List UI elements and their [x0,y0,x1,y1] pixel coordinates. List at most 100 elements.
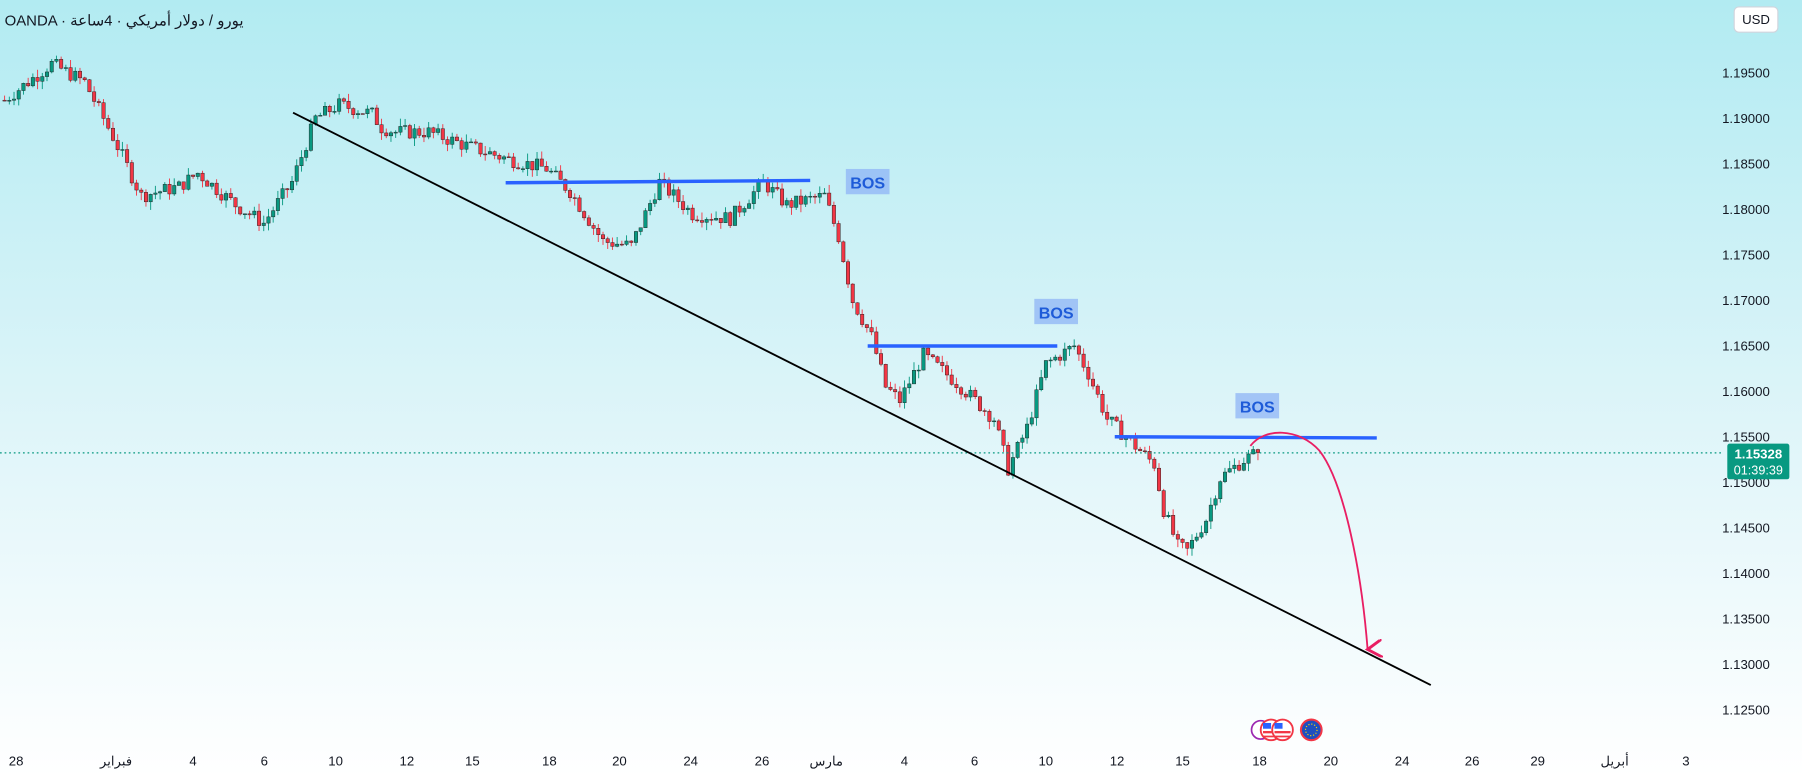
eu-flag-icon[interactable] [1299,718,1323,742]
candle-bullish [54,55,59,64]
candle-bullish [723,207,728,223]
candle-bullish [1246,449,1251,472]
candle-bearish [478,142,483,157]
candle-bullish [332,105,337,115]
candle-bearish [973,387,978,400]
candle-bearish [219,188,224,204]
candle-bullish [436,123,441,136]
bos-label-3[interactable]: BOS [1235,393,1280,419]
price-tick-label: 1.13000 [1722,657,1770,672]
candle-bearish [101,99,106,126]
candle-bearish [1157,463,1161,492]
candle-bearish [836,220,841,244]
candle-bearish [96,98,101,107]
price-axis[interactable]: 1.19500 1.19000 1.18500 1.18000 1.17500 1.170… [1722,65,1770,717]
trendline[interactable] [292,111,1432,686]
time-tick-label: 6 [971,754,978,769]
time-tick-label: فبراير [99,754,132,770]
candle-bearish [831,201,836,227]
candle-bearish [247,210,252,220]
candle-bearish [846,259,850,289]
candle-bearish [940,355,945,373]
candle-bullish [648,199,653,216]
usd-button[interactable]: USD [1733,6,1779,33]
candle-bullish [323,102,327,116]
candle-bearish [134,179,139,196]
candle-bearish [26,77,31,88]
candle-bullish [12,91,16,106]
candle-bullish [1190,534,1194,556]
candle-bearish [492,150,497,160]
time-tick-label: أبريل [1601,753,1629,770]
candle-bearish [690,204,695,224]
price-tick-label: 1.12500 [1722,703,1770,718]
candle-bullish [1067,345,1072,357]
event-icons[interactable] [1250,718,1323,742]
candle-bearish [539,151,544,167]
candle-bearish [200,170,205,188]
candle-bearish [214,179,219,199]
time-tick-label: 20 [612,754,627,769]
candle-bearish [233,197,238,215]
candle-bearish [139,187,144,201]
candle-bearish [676,186,681,209]
candle-bullish [337,93,342,115]
candle-bearish [2,95,7,102]
candle-bearish [459,137,464,157]
symbol-title[interactable]: OANDA · يورو / دولار أمريكي · 4ساعة [5,10,244,29]
candle-bearish [421,127,426,143]
us-flag-icon[interactable] [1271,718,1294,742]
candle-bearish [893,383,898,399]
bos-label-1[interactable]: BOS [845,168,890,195]
time-tick-label: 15 [465,754,480,769]
candle-bullish [153,185,158,200]
candle-bullish [294,159,299,186]
candle-bearish [379,118,384,140]
time-tick-label: 4 [189,754,196,769]
projection-arrow[interactable] [1249,431,1367,650]
candle-bearish [619,240,624,247]
candle-bearish [1100,390,1105,416]
price-tick-label: 1.15500 [1722,430,1770,445]
candle-bearish [35,69,40,90]
candle-bearish [959,386,964,400]
candle-bullish [742,206,747,216]
candle-bearish [68,60,73,83]
candle-bullish [643,208,648,228]
candle-bearish [949,368,954,386]
candle-bullish [704,217,709,231]
candle-bullish [403,118,408,130]
candle-bearish [879,349,883,367]
candle-bearish [1114,415,1119,423]
price-tick-label: 1.19500 [1722,65,1770,80]
candle-bearish [497,153,502,164]
candle-bullish [615,237,620,248]
candle-bullish [63,64,68,72]
structure-line-3[interactable] [1114,435,1377,440]
candle-bullish [275,190,280,216]
candle-bullish [1053,354,1058,362]
candle-bearish [511,153,516,172]
time-axis[interactable]: 28 فبراير 4 6 10 12 15 18 20 24 26 مارس 4 6 10 12 15 18 20… [9,753,1690,770]
candle-bullish [1029,411,1034,427]
candle-bearish [850,283,855,309]
candle-bullish [148,193,153,210]
candle-bearish [440,124,445,145]
time-tick-label: 12 [399,754,414,769]
price-tick-label: 1.16500 [1722,339,1770,354]
candle-bearish [351,107,356,119]
candle-bearish [360,113,365,115]
bos-label-2[interactable]: BOS [1034,298,1078,325]
countdown: 01:39:39 [1734,464,1783,478]
candle-bearish [106,114,111,131]
candle-bullish [747,199,752,209]
candle-bullish [450,132,455,149]
candle-bullish [318,112,323,117]
price-tick-label: 1.14500 [1722,521,1770,536]
candle-bearish [341,97,346,105]
candle-bearish [506,152,511,158]
bos-text: BOS [850,175,885,193]
structure-line-1[interactable] [505,178,811,185]
candle-bearish [78,67,82,85]
